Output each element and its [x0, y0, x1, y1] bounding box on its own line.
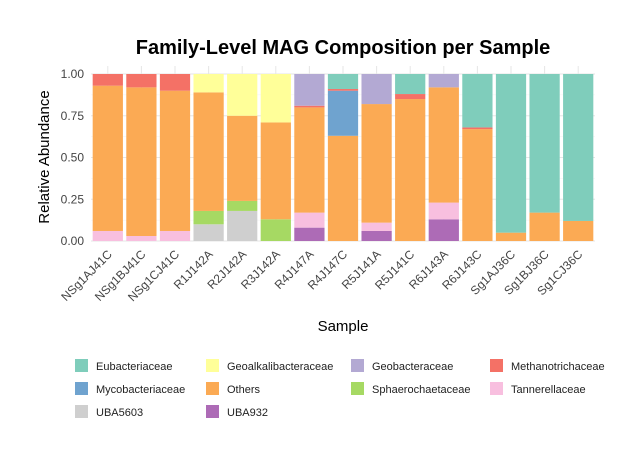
bar-segment-methanotrichaceae	[327, 89, 359, 91]
legend-item: Mycobacteriaceae	[75, 382, 185, 396]
bar-segment-others	[193, 92, 224, 211]
bar-segment-geobacteraceae	[294, 74, 325, 106]
bar-segment-sphaerochaetaceae	[260, 219, 291, 241]
bar-segment-tannerellaceae	[159, 230, 191, 241]
bar-segment-others	[92, 85, 123, 231]
bar-segment-uba932	[428, 219, 459, 241]
bar-segment-others	[260, 122, 291, 220]
legend-item: Methanotrichaceae	[490, 359, 605, 373]
y-axis: 0.00 0.25 0.50 0.75 1.00	[61, 67, 85, 248]
y-tick-label: 0.25	[61, 192, 85, 206]
legend-item: Eubacteriaceae	[75, 359, 172, 373]
bar-segment-tannerellaceae	[92, 230, 123, 241]
bar-segment-eubacteriaceae	[495, 74, 527, 233]
bar-segment-mycobacteriaceae	[327, 90, 359, 136]
legend-swatch	[490, 359, 503, 372]
legend-label: UBA5603	[96, 407, 143, 419]
bar-segment-eubacteriaceae	[395, 74, 426, 95]
bar-segment-tannerellaceae	[126, 235, 157, 241]
bar-segment-others	[126, 87, 157, 236]
bar-segment-eubacteriaceae	[327, 74, 359, 90]
bar-segment-sphaerochaetaceae	[227, 200, 258, 211]
legend-label: Tannerellaceae	[511, 384, 586, 396]
legend-label: UBA932	[227, 407, 268, 419]
bar-segment-others	[462, 129, 493, 241]
bar-segment-methanotrichaceae	[126, 74, 157, 88]
legend-swatch	[351, 382, 364, 395]
legend-item: UBA5603	[75, 405, 143, 419]
legend-label: Sphaerochaetaceae	[372, 384, 470, 396]
legend-swatch	[490, 382, 503, 395]
y-tick-label: 1.00	[61, 67, 85, 81]
y-axis-title: Relative Abundance	[36, 90, 53, 223]
bar-segment-geoalkalibacteraceae	[193, 74, 224, 93]
bar-segment-methanotrichaceae	[462, 127, 493, 130]
bar-segment-uba932	[294, 227, 325, 241]
legend: Eubacteriaceae Geoalkalibacteraceae Geobac…	[75, 359, 605, 419]
bar-segment-uba5603	[227, 210, 258, 241]
legend-item: UBA932	[206, 405, 268, 419]
bar-segment-others	[327, 135, 359, 241]
bars	[92, 74, 594, 241]
y-tick-label: 0.00	[61, 234, 85, 248]
bar-segment-tannerellaceae	[428, 202, 459, 220]
bar-segment-methanotrichaceae	[294, 105, 325, 108]
bar-segment-methanotrichaceae	[92, 74, 123, 86]
x-axis: NSg1AJ41CNSg1BJ41CNSg1CJ41CR1J142AR2J142…	[58, 247, 585, 304]
bar-segment-others	[563, 220, 594, 241]
legend-label: Methanotrichaceae	[511, 361, 605, 373]
legend-swatch	[351, 359, 364, 372]
legend-item: Tannerellaceae	[490, 382, 586, 396]
bar-segment-eubacteriaceae	[462, 74, 493, 128]
chart-title: Family-Level MAG Composition per Sample	[136, 37, 551, 59]
legend-item: Sphaerochaetaceae	[351, 382, 470, 396]
legend-swatch	[206, 405, 219, 418]
legend-swatch	[206, 359, 219, 372]
bar-segment-methanotrichaceae	[395, 94, 426, 100]
legend-label: Others	[227, 384, 261, 396]
legend-label: Geoalkalibacteraceae	[227, 361, 333, 373]
bar-segment-others	[361, 104, 392, 223]
legend-swatch	[75, 382, 88, 395]
bar-segment-others	[159, 90, 191, 231]
bar-segment-eubacteriaceae	[529, 74, 560, 213]
bar-segment-geobacteraceae	[428, 74, 459, 88]
legend-swatch	[75, 359, 88, 372]
bar-segment-tannerellaceae	[294, 212, 325, 228]
legend-swatch	[75, 405, 88, 418]
bar-segment-others	[227, 115, 258, 201]
bar-segment-tannerellaceae	[361, 222, 392, 231]
bar-segment-geobacteraceae	[361, 74, 392, 105]
legend-item: Others	[206, 382, 261, 396]
bar-segment-others	[428, 87, 459, 203]
bar-segment-eubacteriaceae	[563, 74, 594, 221]
bar-segment-geoalkalibacteraceae	[260, 74, 291, 123]
legend-swatch	[206, 382, 219, 395]
bar-segment-others	[395, 99, 426, 241]
bar-segment-others	[495, 232, 527, 241]
bar-segment-others	[529, 212, 560, 241]
y-tick-label: 0.75	[61, 109, 85, 123]
x-axis-title: Sample	[318, 318, 369, 335]
legend-label: Mycobacteriaceae	[96, 384, 185, 396]
legend-label: Eubacteriaceae	[96, 361, 172, 373]
legend-item: Geobacteraceae	[351, 359, 453, 373]
bar-segment-methanotrichaceae	[159, 74, 191, 91]
y-tick-label: 0.50	[61, 151, 85, 165]
legend-item: Geoalkalibacteraceae	[206, 359, 333, 373]
legend-label: Geobacteraceae	[372, 361, 453, 373]
bar-segment-others	[294, 107, 325, 213]
bar-segment-geoalkalibacteraceae	[227, 74, 258, 116]
bar-segment-uba5603	[193, 224, 224, 241]
bar-segment-uba932	[361, 230, 392, 241]
bar-segment-sphaerochaetaceae	[193, 210, 224, 225]
